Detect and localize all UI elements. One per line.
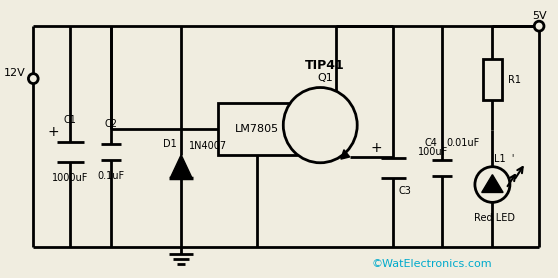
Text: +: + xyxy=(48,125,60,139)
Text: +: + xyxy=(371,141,382,155)
Text: 0.1uF: 0.1uF xyxy=(98,171,124,181)
Text: 5V: 5V xyxy=(532,11,546,21)
Circle shape xyxy=(534,21,544,31)
Text: C4: C4 xyxy=(424,138,437,148)
Circle shape xyxy=(283,88,357,163)
Bar xyxy=(218,103,296,155)
Text: 1N4007: 1N4007 xyxy=(189,141,227,151)
Circle shape xyxy=(28,74,38,84)
Text: Q1: Q1 xyxy=(318,73,333,83)
Polygon shape xyxy=(170,155,192,178)
Text: ©WatElectronics.com: ©WatElectronics.com xyxy=(372,259,492,269)
Text: D1: D1 xyxy=(162,139,176,149)
Text: C3: C3 xyxy=(398,187,411,197)
Circle shape xyxy=(475,167,510,202)
Text: 1000uF: 1000uF xyxy=(52,173,89,183)
Text: L1  ': L1 ' xyxy=(494,154,514,164)
Polygon shape xyxy=(482,175,503,192)
Text: R1: R1 xyxy=(508,75,521,85)
Polygon shape xyxy=(341,150,350,159)
Bar xyxy=(483,59,502,100)
Text: LM7805: LM7805 xyxy=(235,124,279,134)
Text: Red LED: Red LED xyxy=(474,213,515,223)
Text: 12V: 12V xyxy=(4,68,26,78)
Text: C1: C1 xyxy=(64,115,76,125)
Text: 100uF: 100uF xyxy=(417,147,448,157)
Text: C2: C2 xyxy=(104,119,118,129)
Text: TIP41: TIP41 xyxy=(305,59,345,72)
Text: 0.01uF: 0.01uF xyxy=(447,138,480,148)
